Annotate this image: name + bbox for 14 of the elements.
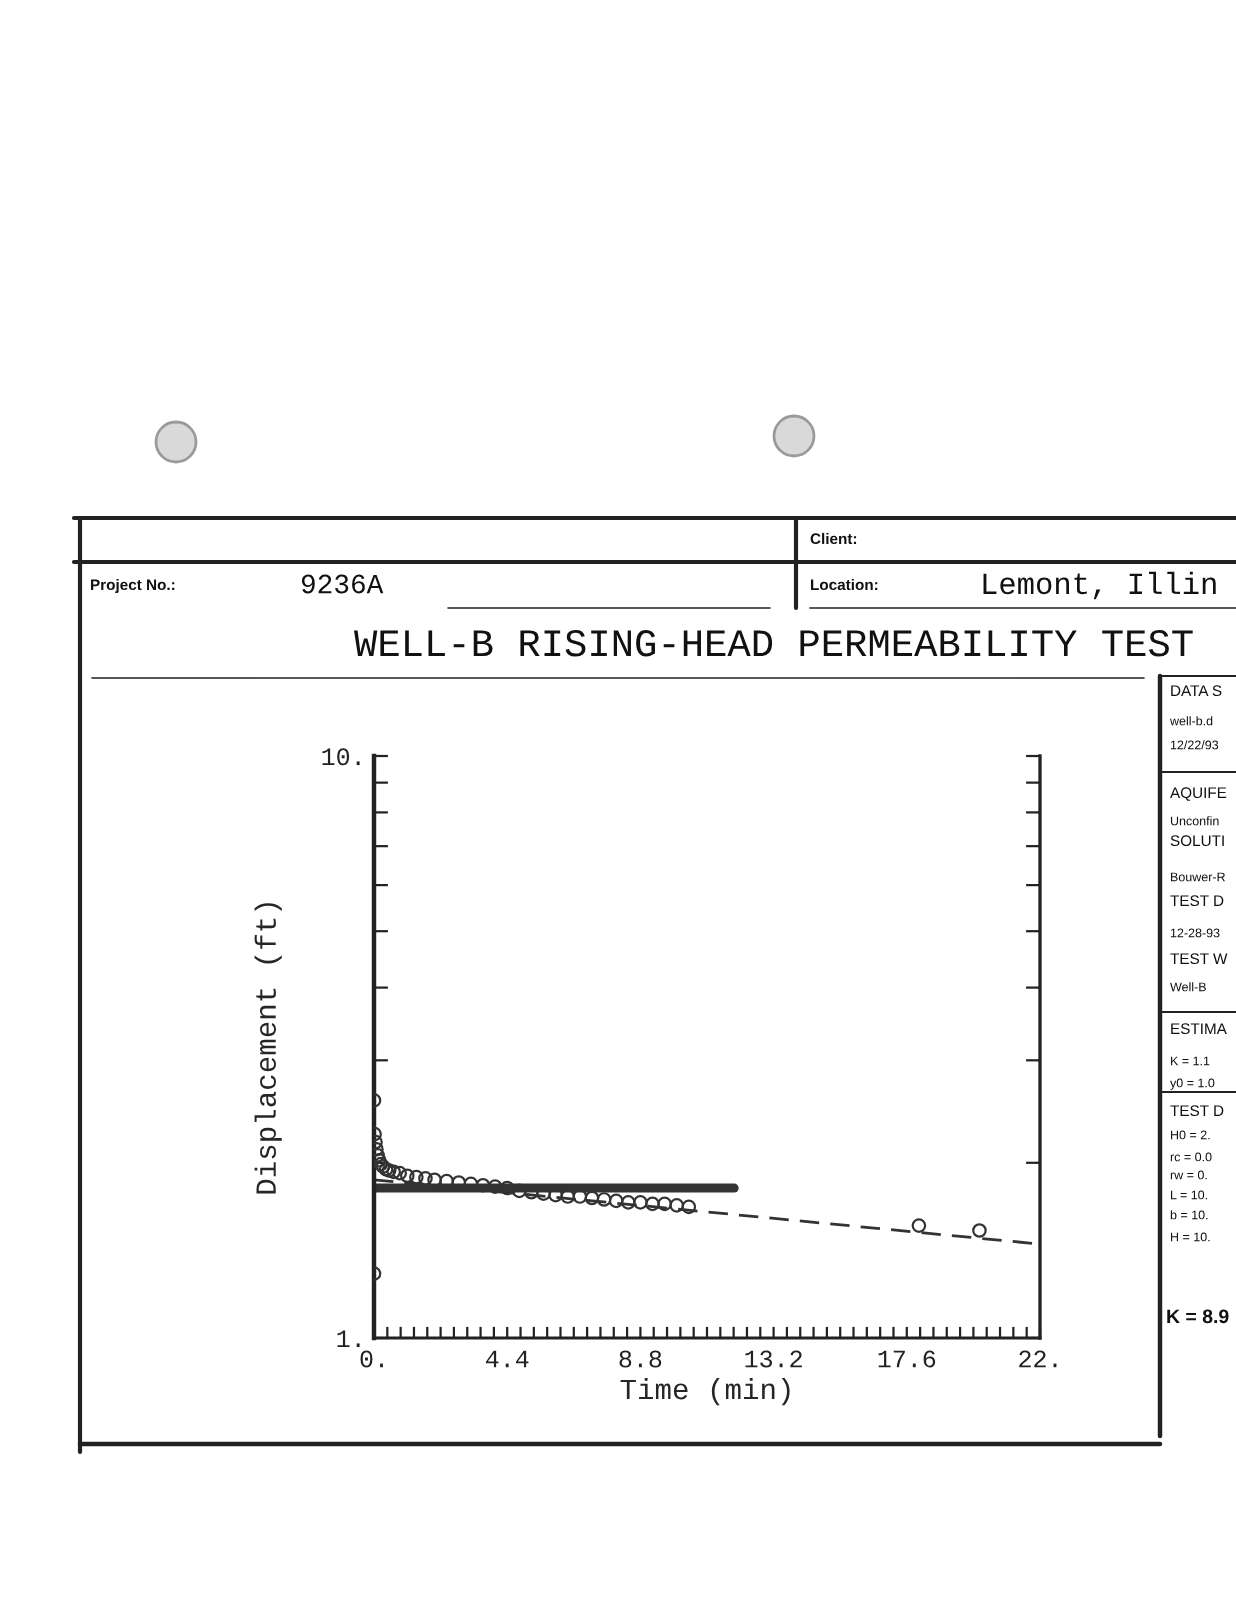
x-tick-label: 22. bbox=[1019, 1350, 1057, 1368]
y-tick-label: 10. bbox=[322, 748, 360, 766]
text: 9236A bbox=[301, 574, 384, 594]
x-tick-label: 13.2 bbox=[745, 1350, 802, 1368]
y-tick-label: 1. bbox=[337, 1330, 360, 1348]
x-axis-title: Time (min) bbox=[620, 1377, 790, 1406]
x-tick-label: 0. bbox=[360, 1350, 383, 1368]
x-tick-label: 4.4 bbox=[485, 1350, 529, 1368]
text: Lemont, Illin bbox=[983, 571, 1216, 600]
y-axis-title: Displacement (ft) bbox=[254, 903, 282, 1194]
x-tick-label: 8.8 bbox=[619, 1350, 662, 1368]
x-tick-label: 17.6 bbox=[878, 1350, 936, 1368]
chart-title: WELL-B RISING-HEAD PERMEABILITY TEST bbox=[354, 630, 1193, 657]
text: K = 8.9 bbox=[1167, 1309, 1229, 1324]
